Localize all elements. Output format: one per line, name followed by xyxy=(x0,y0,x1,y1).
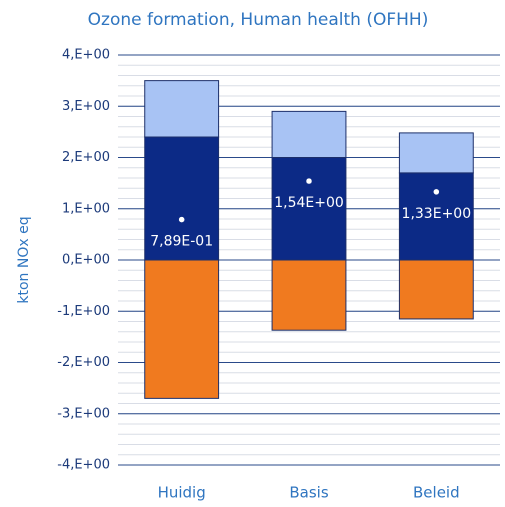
bar-segment xyxy=(144,136,220,261)
y-tick-label: 1,E+00 xyxy=(62,201,110,216)
y-axis-label: kton NOx eq xyxy=(16,216,32,303)
y-tick-label: -3,E+00 xyxy=(57,406,110,421)
net-marker xyxy=(433,188,440,196)
x-tick-label: Basis xyxy=(289,484,328,502)
bar-segment xyxy=(398,259,474,320)
bar-segment xyxy=(271,259,347,331)
bar-segment xyxy=(398,132,474,174)
y-tick-label: -4,E+00 xyxy=(57,458,110,473)
y-tick-label: -1,E+00 xyxy=(57,304,110,319)
data-label: 7,89E-01 xyxy=(150,234,213,250)
data-label: 1,33E+00 xyxy=(402,206,472,222)
y-tick-label: 3,E+00 xyxy=(62,99,110,114)
bar-segment xyxy=(144,259,220,399)
bar-segment xyxy=(144,80,220,138)
data-label: 1,54E+00 xyxy=(274,195,344,211)
net-marker xyxy=(178,216,185,223)
y-tick-label: 0,E+00 xyxy=(62,253,110,268)
y-tick-label: -2,E+00 xyxy=(57,355,110,370)
bar-segment xyxy=(271,157,347,261)
x-tick-label: Beleid xyxy=(413,484,460,502)
bar-segment xyxy=(271,110,347,158)
net-marker xyxy=(305,177,313,185)
y-tick-label: 2,E+00 xyxy=(62,150,110,165)
x-tick-label: Huidig xyxy=(158,484,206,502)
bar-segment xyxy=(398,172,474,261)
chart-title: Ozone formation, Human health (OFHH) xyxy=(88,10,429,30)
y-tick-label: 4,E+00 xyxy=(62,48,110,63)
